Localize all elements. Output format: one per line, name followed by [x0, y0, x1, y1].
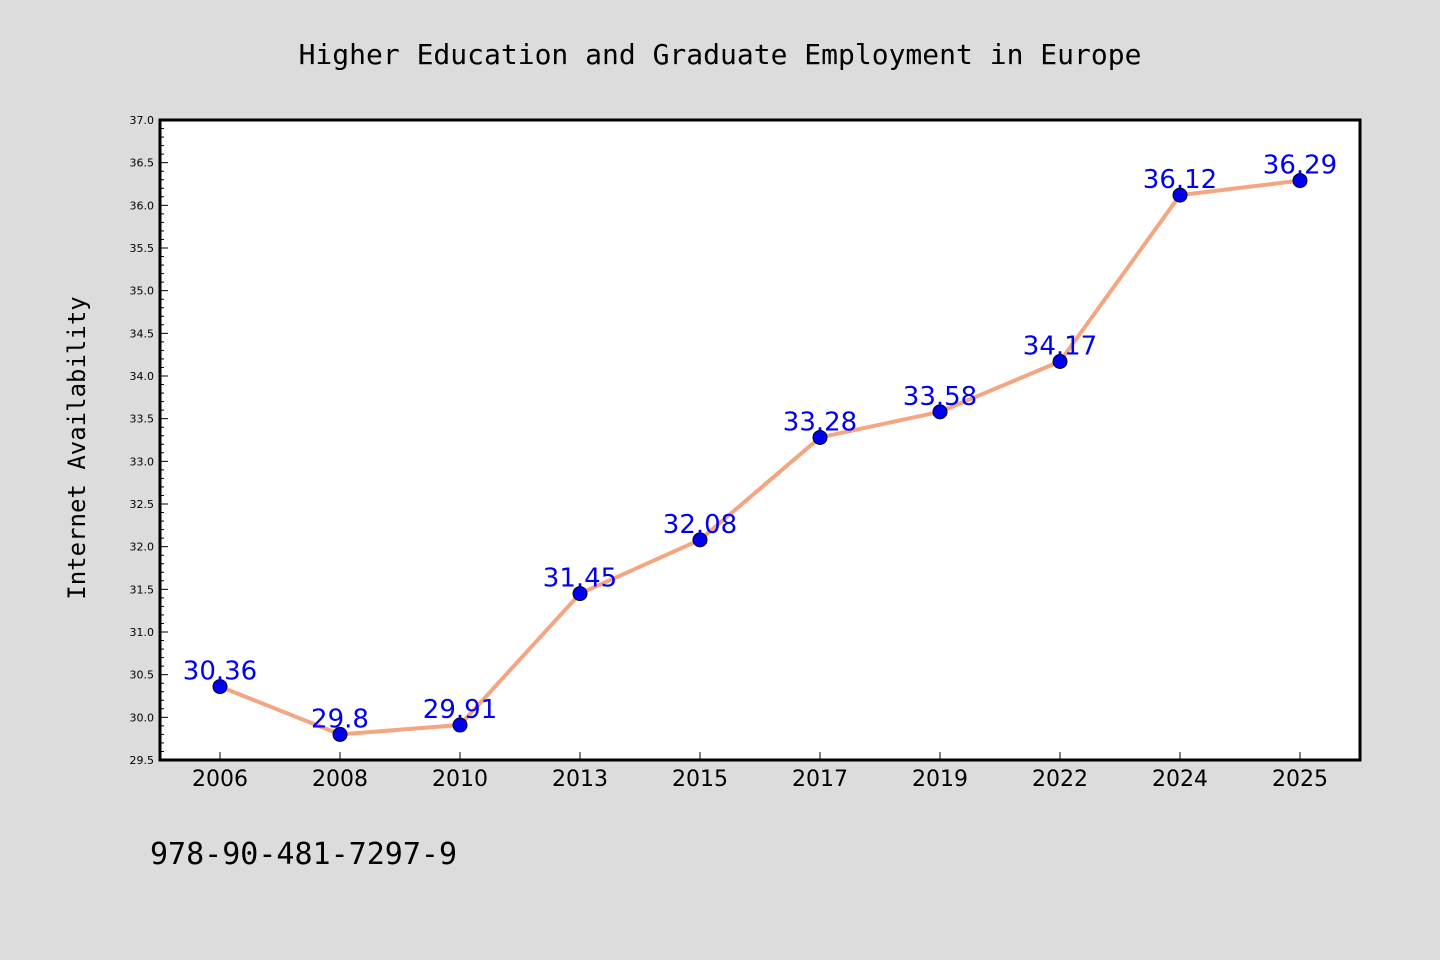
- x-tick-label: 2008: [312, 767, 368, 792]
- y-tick-label: 32.5: [130, 498, 155, 511]
- x-tick-label: 2006: [192, 767, 248, 792]
- y-tick-label: 30.0: [130, 711, 155, 724]
- series-markers: [212, 173, 1308, 742]
- x-axis-ticks: 2006 2008 2010 2013 2015 2017 2019 2022 2024 2025: [192, 752, 1328, 792]
- y-tick-label: 33.0: [130, 455, 155, 468]
- y-tick-label: 34.0: [130, 370, 155, 383]
- data-point: [212, 679, 228, 695]
- x-tick-label: 2017: [792, 767, 848, 792]
- isbn-text: 978-90-481-7297-9: [150, 837, 457, 872]
- y-tick-label: 36.0: [130, 199, 155, 212]
- data-point: [452, 717, 468, 733]
- data-point: [812, 429, 828, 445]
- y-tick-label: 30.5: [130, 669, 155, 682]
- data-label: 29.91: [423, 695, 497, 725]
- y-tick-label: 33.5: [130, 413, 155, 426]
- series-line: [218, 178, 1302, 737]
- x-tick-label: 2025: [1272, 767, 1328, 792]
- data-point: [332, 726, 348, 742]
- y-tick-label: 31.5: [130, 583, 155, 596]
- y-axis-label: Internet Availability: [63, 296, 91, 599]
- data-label: 34.17: [1023, 331, 1097, 361]
- x-tick-label: 2022: [1032, 767, 1088, 792]
- data-point: [692, 532, 708, 548]
- data-label: 36.12: [1143, 165, 1217, 195]
- data-point: [1052, 353, 1068, 369]
- x-tick-label: 2024: [1152, 767, 1208, 792]
- y-tick-label: 37.0: [130, 114, 155, 127]
- data-label: 33.28: [783, 407, 857, 437]
- chart-title: Higher Education and Graduate Employment…: [299, 38, 1142, 71]
- data-point: [932, 404, 948, 420]
- x-tick-label: 2019: [912, 767, 968, 792]
- y-tick-label: 34.5: [130, 327, 155, 340]
- series-lines: [218, 178, 1302, 737]
- y-tick-label: 32.0: [130, 541, 155, 554]
- y-tick-label: 35.5: [130, 242, 155, 255]
- x-tick-label: 2015: [672, 767, 728, 792]
- data-label: 36.29: [1263, 151, 1337, 181]
- y-tick-label: 31.0: [130, 626, 155, 639]
- plot-area: [158, 118, 1362, 762]
- x-tick-label: 2010: [432, 767, 488, 792]
- data-point: [1292, 173, 1308, 189]
- data-point: [1172, 187, 1188, 203]
- y-tick-label: 36.5: [130, 157, 155, 170]
- x-tick-label: 2013: [552, 767, 608, 792]
- data-label: 29.8: [311, 704, 369, 734]
- y-tick-label: 35.0: [130, 285, 155, 298]
- y-axis-ticks: 29.5 30.0 30.5 31.0 31.5 32.0 32.5 33.0 33.5 34.0…: [130, 114, 168, 767]
- data-label: 31.45: [543, 564, 617, 594]
- data-label: 33.58: [903, 382, 977, 412]
- data-point: [572, 586, 588, 602]
- data-label: 30.36: [183, 657, 257, 687]
- y-tick-label: 29.5: [130, 754, 155, 767]
- series-data-labels: 30.36 29.8 29.91 31.45 32.08 33.28 33.58 34.17 3…: [183, 151, 1337, 735]
- data-label: 32.08: [663, 510, 737, 540]
